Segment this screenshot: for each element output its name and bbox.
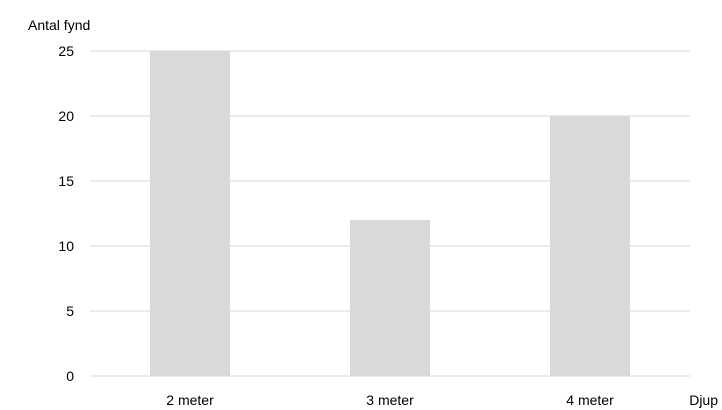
bar [150,51,230,376]
y-tick-label: 10 [58,238,74,254]
bar [550,116,630,376]
y-axis-label: Antal fynd [28,17,90,33]
x-category-label: 3 meter [366,392,414,408]
x-category-label: 2 meter [166,392,214,408]
x-category-label: 4 meter [566,392,614,408]
bars [150,51,630,376]
x-axis-label: Djup [689,392,718,408]
bar [350,220,430,376]
y-tick-label: 0 [66,368,74,384]
y-tick-label: 20 [58,108,74,124]
y-tick-label: 25 [58,43,74,59]
y-axis-tick-labels: 0 5 10 15 20 25 [58,43,74,384]
y-tick-label: 15 [58,173,74,189]
x-axis-category-labels: 2 meter 3 meter 4 meter [166,392,614,408]
y-tick-label: 5 [66,303,74,319]
